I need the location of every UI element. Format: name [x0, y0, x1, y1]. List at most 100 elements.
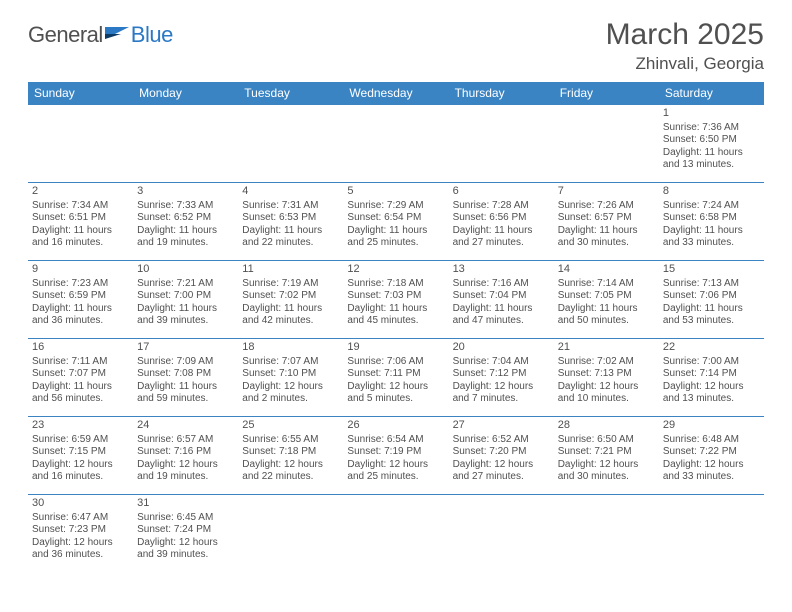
- daylight-text: Daylight: 12 hours: [558, 381, 655, 394]
- daylight-text: Daylight: 11 hours: [32, 303, 129, 316]
- calendar-day-cell: 25Sunrise: 6:55 AMSunset: 7:18 PMDayligh…: [238, 417, 343, 495]
- daylight-text: and 59 minutes.: [137, 393, 234, 406]
- sunset-text: Sunset: 7:15 PM: [32, 446, 129, 459]
- sunset-text: Sunset: 7:10 PM: [242, 368, 339, 381]
- logo: General Blue: [28, 22, 173, 48]
- day-number: 26: [347, 419, 444, 433]
- calendar-day-cell: 22Sunrise: 7:00 AMSunset: 7:14 PMDayligh…: [659, 339, 764, 417]
- daylight-text: Daylight: 11 hours: [347, 303, 444, 316]
- calendar-day-cell: 31Sunrise: 6:45 AMSunset: 7:24 PMDayligh…: [133, 495, 238, 570]
- sunset-text: Sunset: 6:50 PM: [663, 134, 760, 147]
- calendar-week-row: 16Sunrise: 7:11 AMSunset: 7:07 PMDayligh…: [28, 339, 764, 417]
- location: Zhinvali, Georgia: [606, 54, 764, 74]
- calendar-day-cell: 9Sunrise: 7:23 AMSunset: 6:59 PMDaylight…: [28, 261, 133, 339]
- day-of-week-header: Friday: [554, 82, 659, 105]
- sunset-text: Sunset: 7:13 PM: [558, 368, 655, 381]
- day-number: 27: [453, 419, 550, 433]
- daylight-text: and 36 minutes.: [32, 315, 129, 328]
- daylight-text: Daylight: 12 hours: [137, 537, 234, 550]
- sunset-text: Sunset: 6:54 PM: [347, 212, 444, 225]
- calendar-empty-cell: [449, 105, 554, 183]
- day-number: 29: [663, 419, 760, 433]
- daylight-text: Daylight: 11 hours: [137, 303, 234, 316]
- calendar-day-cell: 17Sunrise: 7:09 AMSunset: 7:08 PMDayligh…: [133, 339, 238, 417]
- day-number: 15: [663, 263, 760, 277]
- calendar-week-row: 30Sunrise: 6:47 AMSunset: 7:23 PMDayligh…: [28, 495, 764, 570]
- calendar-day-cell: 5Sunrise: 7:29 AMSunset: 6:54 PMDaylight…: [343, 183, 448, 261]
- daylight-text: and 27 minutes.: [453, 471, 550, 484]
- sunset-text: Sunset: 6:56 PM: [453, 212, 550, 225]
- sunset-text: Sunset: 7:03 PM: [347, 290, 444, 303]
- day-number: 24: [137, 419, 234, 433]
- day-of-week-header: Thursday: [449, 82, 554, 105]
- calendar-day-cell: 30Sunrise: 6:47 AMSunset: 7:23 PMDayligh…: [28, 495, 133, 570]
- calendar-day-cell: 13Sunrise: 7:16 AMSunset: 7:04 PMDayligh…: [449, 261, 554, 339]
- title-block: March 2025 Zhinvali, Georgia: [606, 18, 764, 74]
- daylight-text: Daylight: 11 hours: [347, 225, 444, 238]
- sunrise-text: Sunrise: 7:23 AM: [32, 278, 129, 291]
- sunset-text: Sunset: 7:11 PM: [347, 368, 444, 381]
- daylight-text: Daylight: 11 hours: [453, 303, 550, 316]
- sunrise-text: Sunrise: 7:04 AM: [453, 356, 550, 369]
- daylight-text: and 7 minutes.: [453, 393, 550, 406]
- daylight-text: and 33 minutes.: [663, 237, 760, 250]
- calendar-day-cell: 19Sunrise: 7:06 AMSunset: 7:11 PMDayligh…: [343, 339, 448, 417]
- daylight-text: and 16 minutes.: [32, 237, 129, 250]
- daylight-text: Daylight: 11 hours: [558, 225, 655, 238]
- day-number: 16: [32, 341, 129, 355]
- sunrise-text: Sunrise: 6:55 AM: [242, 434, 339, 447]
- day-of-week-header: Saturday: [659, 82, 764, 105]
- calendar-empty-cell: [238, 495, 343, 570]
- sunrise-text: Sunrise: 6:50 AM: [558, 434, 655, 447]
- calendar-day-cell: 4Sunrise: 7:31 AMSunset: 6:53 PMDaylight…: [238, 183, 343, 261]
- calendar-empty-cell: [449, 495, 554, 570]
- daylight-text: and 36 minutes.: [32, 549, 129, 562]
- calendar-day-cell: 28Sunrise: 6:50 AMSunset: 7:21 PMDayligh…: [554, 417, 659, 495]
- sunset-text: Sunset: 7:04 PM: [453, 290, 550, 303]
- sunrise-text: Sunrise: 7:02 AM: [558, 356, 655, 369]
- calendar-empty-cell: [238, 105, 343, 183]
- day-of-week-header: Wednesday: [343, 82, 448, 105]
- sunset-text: Sunset: 7:14 PM: [663, 368, 760, 381]
- sunset-text: Sunset: 7:23 PM: [32, 524, 129, 537]
- day-number: 7: [558, 185, 655, 199]
- daylight-text: Daylight: 11 hours: [663, 147, 760, 160]
- day-number: 3: [137, 185, 234, 199]
- day-number: 13: [453, 263, 550, 277]
- sunset-text: Sunset: 7:08 PM: [137, 368, 234, 381]
- sunset-text: Sunset: 6:53 PM: [242, 212, 339, 225]
- sunset-text: Sunset: 7:21 PM: [558, 446, 655, 459]
- day-number: 25: [242, 419, 339, 433]
- sunset-text: Sunset: 6:59 PM: [32, 290, 129, 303]
- daylight-text: Daylight: 11 hours: [137, 225, 234, 238]
- sunrise-text: Sunrise: 7:06 AM: [347, 356, 444, 369]
- sunrise-text: Sunrise: 7:31 AM: [242, 200, 339, 213]
- daylight-text: Daylight: 11 hours: [242, 303, 339, 316]
- day-number: 22: [663, 341, 760, 355]
- calendar-day-cell: 14Sunrise: 7:14 AMSunset: 7:05 PMDayligh…: [554, 261, 659, 339]
- sunrise-text: Sunrise: 7:00 AM: [663, 356, 760, 369]
- sunset-text: Sunset: 7:16 PM: [137, 446, 234, 459]
- day-number: 30: [32, 497, 129, 511]
- logo-flag-icon: [105, 24, 131, 47]
- daylight-text: and 22 minutes.: [242, 471, 339, 484]
- daylight-text: Daylight: 12 hours: [137, 459, 234, 472]
- daylight-text: and 50 minutes.: [558, 315, 655, 328]
- day-number: 9: [32, 263, 129, 277]
- sunrise-text: Sunrise: 7:21 AM: [137, 278, 234, 291]
- calendar-day-cell: 21Sunrise: 7:02 AMSunset: 7:13 PMDayligh…: [554, 339, 659, 417]
- header: General Blue March 2025 Zhinvali, Georgi…: [28, 18, 764, 74]
- daylight-text: and 25 minutes.: [347, 471, 444, 484]
- daylight-text: Daylight: 11 hours: [558, 303, 655, 316]
- daylight-text: and 39 minutes.: [137, 315, 234, 328]
- daylight-text: and 13 minutes.: [663, 393, 760, 406]
- sunset-text: Sunset: 7:00 PM: [137, 290, 234, 303]
- daylight-text: Daylight: 12 hours: [663, 381, 760, 394]
- daylight-text: and 2 minutes.: [242, 393, 339, 406]
- sunset-text: Sunset: 7:05 PM: [558, 290, 655, 303]
- day-of-week-header: Sunday: [28, 82, 133, 105]
- sunrise-text: Sunrise: 6:57 AM: [137, 434, 234, 447]
- daylight-text: Daylight: 12 hours: [558, 459, 655, 472]
- daylight-text: and 47 minutes.: [453, 315, 550, 328]
- daylight-text: and 25 minutes.: [347, 237, 444, 250]
